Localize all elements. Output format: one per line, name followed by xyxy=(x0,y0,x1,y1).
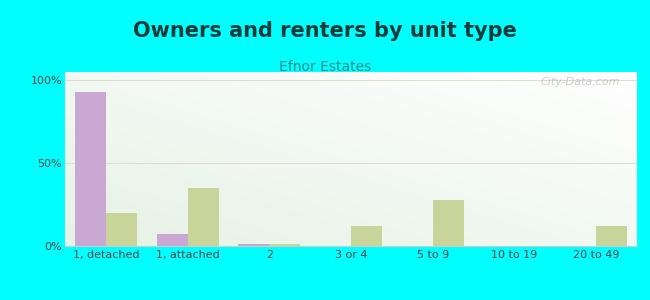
Bar xyxy=(351,226,382,246)
Text: Efnor Estates: Efnor Estates xyxy=(279,60,371,74)
Bar xyxy=(596,226,627,246)
Bar xyxy=(269,244,300,246)
Text: Owners and renters by unit type: Owners and renters by unit type xyxy=(133,21,517,41)
Bar xyxy=(75,92,106,246)
Text: City-Data.com: City-Data.com xyxy=(540,77,620,87)
Bar xyxy=(188,188,218,246)
Bar xyxy=(157,234,188,246)
Bar xyxy=(239,244,269,246)
Bar xyxy=(106,213,137,246)
Bar xyxy=(433,200,463,246)
